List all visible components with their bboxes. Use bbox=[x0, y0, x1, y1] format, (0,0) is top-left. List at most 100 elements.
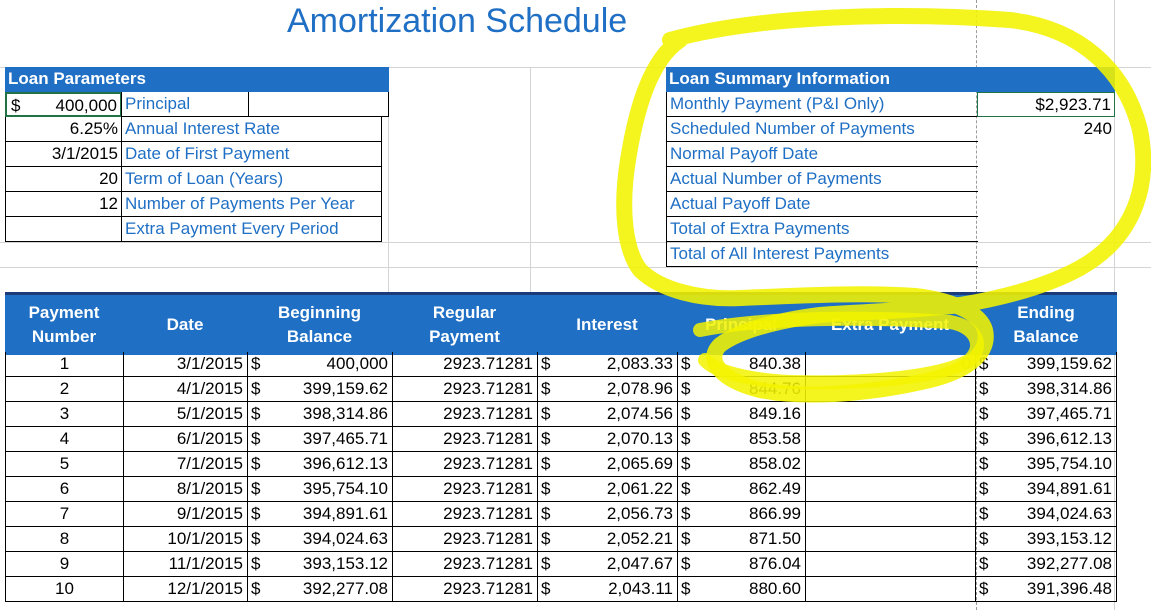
param-label-cell[interactable]: Number of Payments Per Year bbox=[121, 192, 382, 217]
table-row: 9 11/1/2015 $393,153.12 2923.71281 $2,047.67… bbox=[5, 552, 1117, 577]
currency-symbol: $ bbox=[251, 554, 261, 573]
currency-symbol: $ bbox=[541, 429, 551, 448]
currency-symbol: $ bbox=[541, 529, 551, 548]
column-header[interactable]: Regular Payment bbox=[392, 295, 537, 355]
currency-symbol: $ bbox=[681, 354, 691, 373]
summary-label-cell[interactable]: Actual Number of Payments bbox=[666, 167, 978, 192]
amount: 397,465.71 bbox=[302, 429, 388, 448]
table-row: 8 10/1/2015 $394,024.63 2923.71281 $2,052.21… bbox=[5, 527, 1117, 552]
ending-balance-cell[interactable]: $395,754.10 bbox=[975, 452, 1117, 477]
currency-symbol: $ bbox=[541, 579, 551, 598]
amount: 398,314.86 bbox=[1026, 379, 1112, 398]
amount: 2,052.21 bbox=[606, 529, 673, 548]
currency-symbol: $ bbox=[681, 404, 691, 423]
currency-symbol: $ bbox=[681, 529, 691, 548]
amount: 394,024.63 bbox=[302, 529, 388, 548]
amount: 397,465.71 bbox=[1026, 404, 1112, 423]
column-header[interactable]: Beginning Balance bbox=[247, 295, 392, 355]
ending-balance-cell[interactable]: $396,612.13 bbox=[975, 427, 1117, 452]
currency-symbol: $ bbox=[541, 379, 551, 398]
ending-balance-cell[interactable]: $397,465.71 bbox=[975, 402, 1117, 427]
column-header[interactable]: Ending Balance bbox=[975, 295, 1117, 355]
currency-symbol: $ bbox=[979, 404, 989, 423]
currency-symbol: $ bbox=[979, 504, 989, 523]
column-header-line: Payment bbox=[429, 327, 500, 346]
column-header-line: Regular bbox=[432, 303, 497, 322]
column-header[interactable]: Interest bbox=[537, 295, 677, 355]
ending-balance-cell[interactable]: $394,024.63 bbox=[975, 502, 1117, 527]
currency-symbol: $ bbox=[979, 554, 989, 573]
ending-balance-cell[interactable]: $394,891.61 bbox=[975, 477, 1117, 502]
gridline bbox=[0, 67, 1151, 68]
amount: 2,065.69 bbox=[606, 454, 673, 473]
ending-balance-cell[interactable]: $393,153.12 bbox=[975, 527, 1117, 552]
summary-label-cell[interactable]: Total of Extra Payments bbox=[666, 217, 978, 242]
column-header-line: Beginning bbox=[277, 303, 362, 322]
currency-symbol: $ bbox=[979, 479, 989, 498]
amount: 840.38 bbox=[749, 354, 801, 373]
column-header-text: Date bbox=[167, 313, 204, 337]
param-value-cell[interactable]: $400,000 bbox=[5, 92, 122, 117]
currency-symbol: $ bbox=[681, 504, 691, 523]
amount: 2,070.13 bbox=[606, 429, 673, 448]
amount: 2,074.56 bbox=[606, 404, 673, 423]
gridline bbox=[388, 67, 389, 292]
param-empty-cell[interactable] bbox=[248, 92, 389, 117]
table-row: 6 8/1/2015 $395,754.10 2923.71281 $2,061.22 $… bbox=[5, 477, 1117, 502]
currency-symbol: $ bbox=[681, 479, 691, 498]
currency-symbol: $ bbox=[541, 554, 551, 573]
param-label-cell[interactable]: Annual Interest Rate bbox=[121, 117, 382, 142]
param-value: 6.25% bbox=[69, 119, 118, 138]
table-row: 2 4/1/2015 $399,159.62 2923.71281 $2,078.96 $… bbox=[5, 377, 1117, 402]
currency-symbol: $ bbox=[681, 379, 691, 398]
amount: 858.02 bbox=[749, 454, 801, 473]
summary-label-cell[interactable]: Scheduled Number of Payments bbox=[666, 117, 978, 142]
param-label-cell[interactable]: Extra Payment Every Period bbox=[121, 217, 382, 242]
currency-symbol: $ bbox=[541, 479, 551, 498]
amount: 2,056.73 bbox=[606, 504, 673, 523]
column-header-text: Payment Number bbox=[29, 301, 100, 349]
param-label-cell[interactable]: Date of First Payment bbox=[121, 142, 382, 167]
amount: 395,754.10 bbox=[1026, 454, 1112, 473]
loan-summary-header[interactable]: Loan Summary Information bbox=[666, 67, 1115, 92]
ending-balance-cell[interactable]: $398,314.86 bbox=[975, 377, 1117, 402]
column-header-line: Interest bbox=[576, 315, 638, 334]
param-label-cell[interactable]: Term of Loan (Years) bbox=[121, 167, 382, 192]
ending-balance-cell[interactable]: $392,277.08 bbox=[975, 552, 1117, 577]
amount: 393,153.12 bbox=[1026, 529, 1112, 548]
loan-parameters-header[interactable]: Loan Parameters bbox=[5, 67, 389, 92]
amount: 393,153.12 bbox=[302, 554, 388, 573]
summary-label-cell[interactable]: Monthly Payment (P&I Only) bbox=[666, 92, 978, 117]
amount: 880.60 bbox=[749, 579, 801, 598]
amount: 391,396.48 bbox=[1026, 579, 1112, 598]
currency-symbol: $ bbox=[979, 454, 989, 473]
column-header-line: Ending bbox=[1017, 303, 1075, 322]
summary-value-cell[interactable]: 240 bbox=[1083, 119, 1112, 138]
column-header-text: Beginning Balance bbox=[278, 301, 361, 349]
currency-symbol: $ bbox=[979, 379, 989, 398]
amount: 871.50 bbox=[749, 529, 801, 548]
summary-label-cell[interactable]: Actual Payoff Date bbox=[666, 192, 978, 217]
amount: 394,891.61 bbox=[1026, 479, 1112, 498]
amount: 394,024.63 bbox=[1026, 504, 1112, 523]
summary-label-cell[interactable]: Total of All Interest Payments bbox=[666, 242, 978, 267]
column-header-text: Regular Payment bbox=[429, 301, 500, 349]
amount: 2,061.22 bbox=[606, 479, 673, 498]
currency-symbol: $ bbox=[681, 454, 691, 473]
param-value: 3/1/2015 bbox=[51, 144, 118, 163]
currency-symbol: $ bbox=[251, 579, 261, 598]
column-header[interactable]: Date bbox=[123, 295, 247, 355]
column-header-line: Number bbox=[31, 327, 97, 346]
amount: 396,612.13 bbox=[302, 454, 388, 473]
currency-symbol: $ bbox=[11, 96, 21, 115]
currency-symbol: $ bbox=[251, 479, 261, 498]
column-header[interactable]: Payment Number bbox=[5, 295, 123, 355]
currency-symbol: $ bbox=[681, 554, 691, 573]
currency-symbol: $ bbox=[251, 429, 261, 448]
summary-value-cell[interactable]: $2,923.71 bbox=[977, 92, 1115, 117]
ending-balance-cell[interactable]: $391,396.48 bbox=[975, 577, 1117, 602]
summary-label-cell[interactable]: Normal Payoff Date bbox=[666, 142, 978, 167]
column-header-line: Payment bbox=[28, 303, 100, 322]
